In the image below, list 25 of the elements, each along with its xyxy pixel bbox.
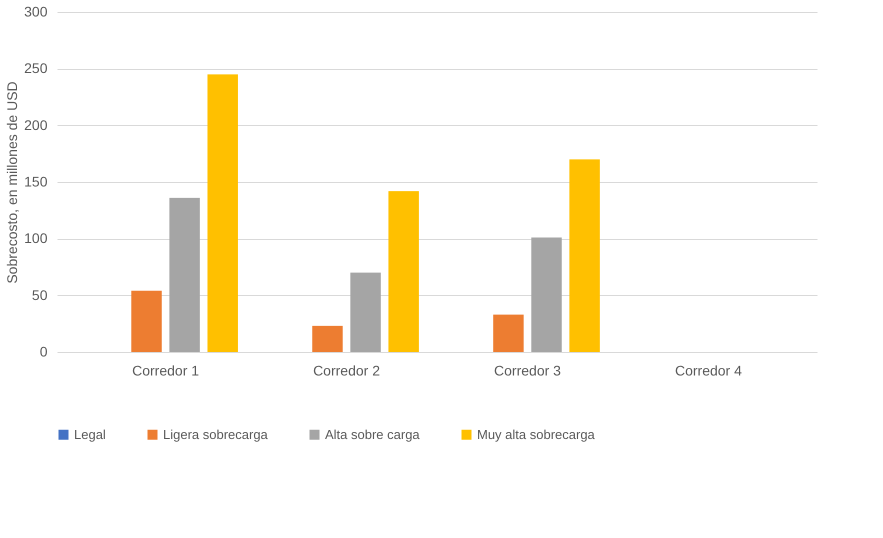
x-tick-label: Corredor 2 [313,362,380,378]
y-tick-label: 100 [24,230,48,246]
legend-label: Alta sobre carga [325,426,420,442]
y-tick-label: 300 [24,4,48,20]
y-axis-title: Sobrecosto, en millones de USD [4,81,20,284]
x-tick-label: Corredor 1 [132,362,200,378]
legend-label: Ligera sobrecarga [163,426,269,442]
x-tick-label: Corredor 4 [674,362,742,378]
y-tick-label: 250 [24,60,48,76]
bar [388,191,419,352]
y-tick-label: 0 [40,344,48,360]
bar [493,314,524,352]
bar [207,74,238,352]
x-tick-label: Corredor 3 [494,362,562,378]
y-tick-label: 200 [24,116,48,133]
bar [312,326,343,352]
bar [131,290,162,352]
bar [350,272,381,352]
bar [569,159,600,352]
bar [169,198,200,352]
bar [531,238,562,352]
y-tick-label: 150 [24,174,48,190]
y-tick-label: 50 [32,286,48,303]
legend-label: Muy alta sobrecarga [477,426,596,442]
legend-label: Legal [74,426,106,442]
